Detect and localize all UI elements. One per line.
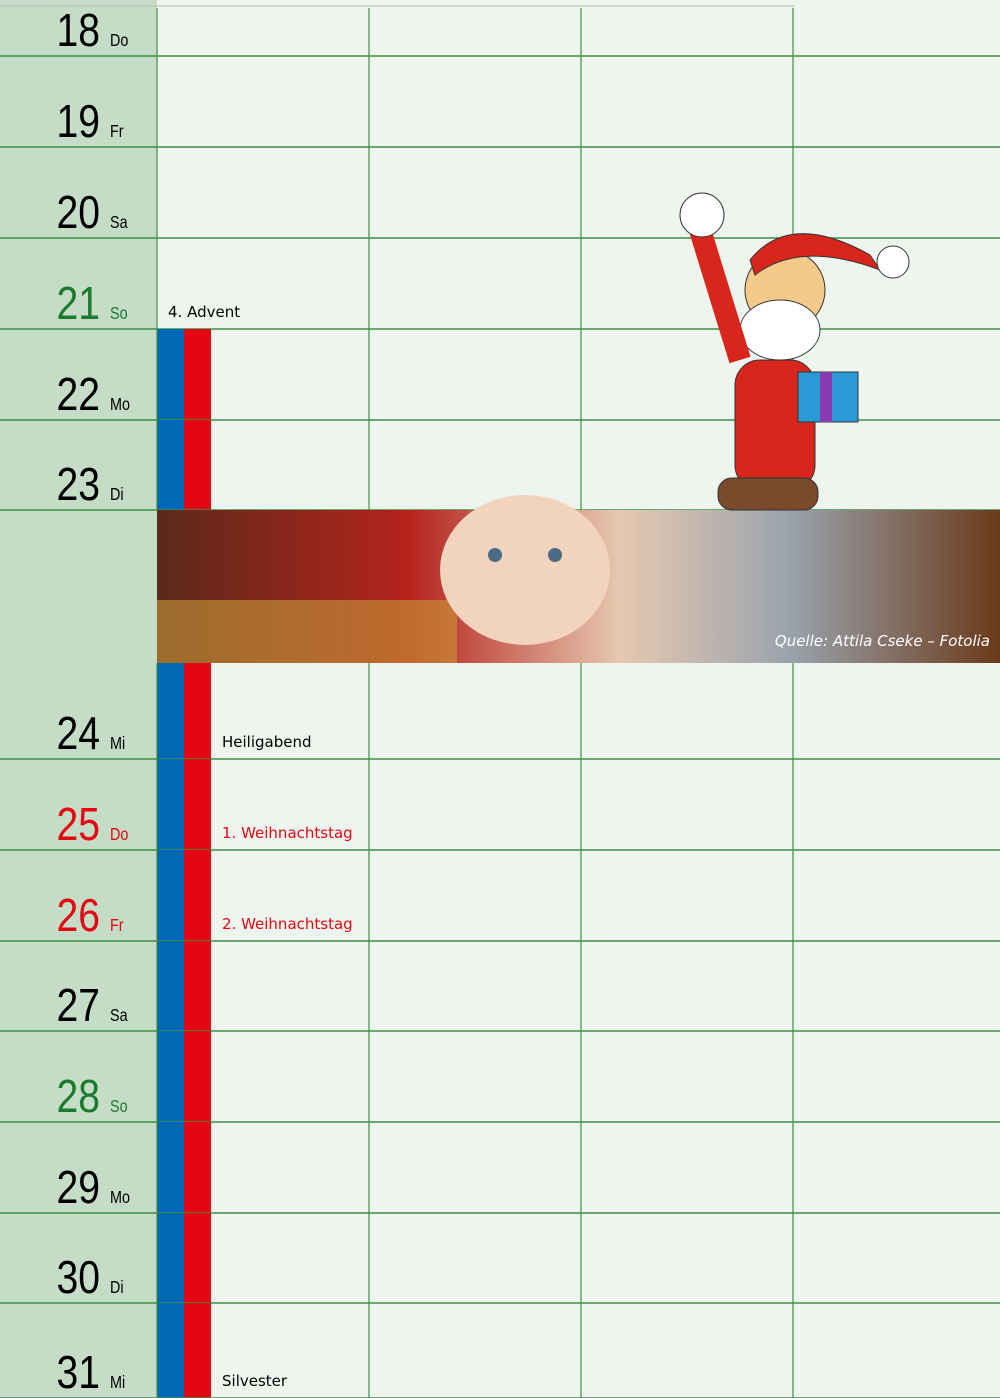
weekday: So — [110, 1097, 128, 1117]
red-stripe — [184, 1031, 211, 1122]
red-stripe — [184, 1213, 211, 1303]
day-number: 21 — [57, 278, 100, 330]
weekday: Di — [110, 485, 124, 505]
red-stripe — [184, 1122, 211, 1213]
blue-stripe — [157, 663, 184, 759]
day-number: 25 — [57, 799, 100, 851]
red-stripe — [184, 941, 211, 1031]
blue-stripe — [157, 1122, 184, 1213]
weekday: Fr — [110, 916, 124, 936]
day-number: 31 — [57, 1347, 100, 1398]
day-number: 30 — [57, 1252, 100, 1304]
blue-stripe — [157, 1213, 184, 1303]
day-number: 20 — [57, 187, 100, 239]
red-stripe — [184, 420, 211, 510]
red-stripe — [184, 1303, 211, 1398]
weekday: Mo — [110, 395, 130, 415]
weekday: Mi — [110, 1373, 125, 1393]
weekday: Di — [110, 1278, 124, 1298]
blue-stripe — [157, 329, 184, 420]
weekday: Mo — [110, 1188, 130, 1208]
day-number: 29 — [57, 1162, 100, 1214]
day-note: 1. Weihnachtstag — [222, 824, 353, 842]
weekday: Do — [110, 825, 128, 845]
blue-stripe — [157, 759, 184, 850]
day-number: 22 — [57, 369, 100, 421]
day-number: 28 — [57, 1071, 100, 1123]
weekday: So — [110, 304, 128, 324]
blue-stripe — [157, 1303, 184, 1398]
weekday: Sa — [110, 1006, 128, 1026]
santa-illustration — [680, 193, 909, 510]
day-number: 23 — [57, 459, 100, 511]
weekday: Do — [110, 31, 128, 51]
day-number: 24 — [57, 708, 100, 760]
day-note: 2. Weihnachtstag — [222, 915, 353, 933]
weekday: Mi — [110, 734, 125, 754]
blue-stripe — [157, 1031, 184, 1122]
calendar: 18 Do 19 Fr 20 Sa 21 So 4. Advent 22 Mo 23 Di 24 Mi Hei… — [0, 0, 1000, 1398]
day-number: 19 — [57, 96, 100, 148]
day-note: Silvester — [222, 1372, 288, 1390]
day-number: 27 — [57, 980, 100, 1032]
red-stripe — [184, 663, 211, 759]
blue-stripe — [157, 420, 184, 510]
photo: Quelle: Attila Cseke – Fotolia — [157, 495, 1000, 663]
weekday: Fr — [110, 122, 124, 142]
page: {"calendar": { "days_before": [ {"day": … — [0, 0, 1000, 1398]
day-number: 18 — [57, 5, 100, 57]
red-stripe — [184, 759, 211, 850]
blue-stripe — [157, 941, 184, 1031]
image-caption: Quelle: Attila Cseke – Fotolia — [775, 632, 990, 650]
blue-stripe — [157, 850, 184, 941]
red-stripe — [184, 850, 211, 941]
day-note: Heiligabend — [222, 733, 312, 751]
weekday: Sa — [110, 213, 128, 233]
red-stripe — [184, 329, 211, 420]
day-note: 4. Advent — [168, 303, 240, 321]
day-number: 26 — [57, 890, 100, 942]
